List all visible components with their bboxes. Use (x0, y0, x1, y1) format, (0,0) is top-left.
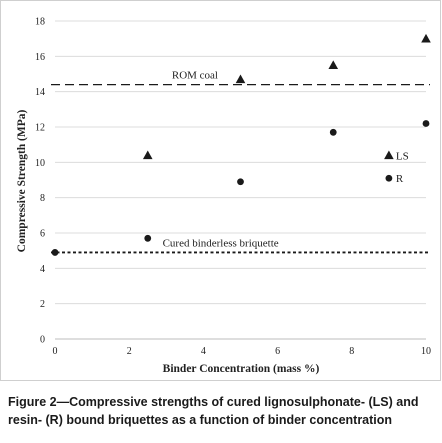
point-ls-1 (235, 74, 246, 84)
point-r-3 (329, 128, 337, 136)
y-tick-label-18: 18 (35, 17, 45, 28)
scatter-chart: ROM coal Cured binderless briquette 0 2 4 6 8… (16, 17, 431, 376)
x-tick-label-6: 6 (275, 346, 280, 357)
point-ls-0 (142, 150, 153, 160)
point-r-0 (51, 249, 59, 256)
y-axis-label: Compressive Strength (MPa) (16, 109, 28, 252)
grid-lines (55, 20, 426, 305)
point-r-1 (144, 234, 152, 242)
point-ls-2 (328, 60, 339, 70)
point-r-2 (237, 178, 244, 186)
chart-frame: ROM coal Cured binderless briquette 0 2 4 6 8… (0, 0, 441, 381)
x-tick-label-8: 8 (349, 346, 354, 357)
y-tick-label-8: 8 (40, 193, 45, 204)
x-tick-label-2: 2 (127, 346, 132, 357)
figure-caption: Figure 2—Compressive strengths of cured … (8, 395, 419, 427)
reference-lines: ROM coal Cured binderless briquette (51, 70, 430, 254)
data-points (51, 33, 431, 256)
legend-marker-r (385, 174, 393, 182)
y-tick-label-0: 0 (40, 335, 45, 346)
legend-label-r: R (396, 173, 404, 185)
point-ls-3 (421, 33, 431, 43)
y-tick-label-16: 16 (35, 52, 45, 63)
legend-label-ls: LS (396, 150, 409, 162)
y-tick-label-14: 14 (35, 87, 45, 98)
y-tick-label-10: 10 (35, 158, 45, 169)
x-tick-label-10: 10 (421, 346, 431, 357)
y-tick-label-6: 6 (40, 229, 45, 240)
y-tick-label-2: 2 (40, 299, 45, 310)
y-tick-label-4: 4 (40, 264, 45, 275)
reference-label-1: Cured binderless briquette (163, 237, 279, 249)
point-r-4 (422, 120, 430, 127)
x-axis-label: Binder Concentration (mass %) (163, 363, 320, 375)
legend: LS R (384, 150, 409, 185)
x-tick-label-4: 4 (201, 346, 206, 357)
y-tick-label-12: 12 (35, 123, 45, 134)
x-tick-label-0: 0 (53, 346, 58, 357)
axes: 0 2 4 6 8 10 12 14 16 18 0 2 4 6 8 10 (35, 17, 431, 358)
legend-marker-ls (384, 150, 394, 160)
reference-label-0: ROM coal (172, 70, 218, 82)
